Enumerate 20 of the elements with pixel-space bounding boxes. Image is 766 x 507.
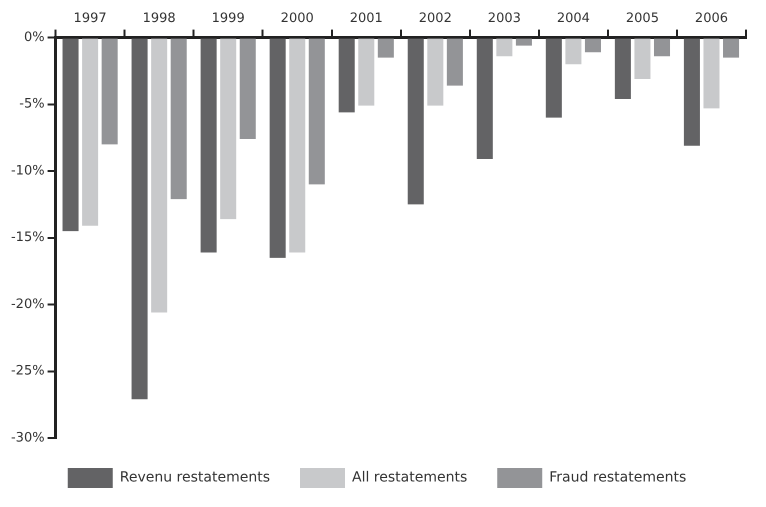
x-tick-label: 1999	[212, 11, 245, 26]
y-tick-label: -25%	[10, 364, 45, 379]
y-tick-label: -20%	[10, 296, 45, 312]
x-tick-label: 2003	[488, 11, 521, 26]
x-tick-label: 1998	[142, 11, 176, 26]
x-tick-label: 1997	[74, 11, 107, 26]
y-tick-label: -30%	[10, 430, 45, 446]
legend-label: Fraud restatements	[549, 470, 686, 486]
x-tick-label: 2006	[694, 11, 728, 26]
x-tick-label: 2002	[418, 11, 452, 26]
y-tick-label: -10%	[10, 163, 45, 178]
x-tick-label: 2004	[556, 11, 590, 26]
y-tick-label: 0%	[24, 30, 45, 45]
legend-label: Revenu restatements	[120, 470, 270, 486]
x-tick-label: 2005	[626, 11, 659, 26]
y-tick-label: -5%	[19, 96, 45, 112]
x-tick-label: 2000	[280, 11, 314, 26]
y-tick-label: -15%	[10, 230, 45, 246]
x-tick-label: 2001	[350, 11, 383, 26]
legend-label: All restatements	[352, 470, 468, 486]
